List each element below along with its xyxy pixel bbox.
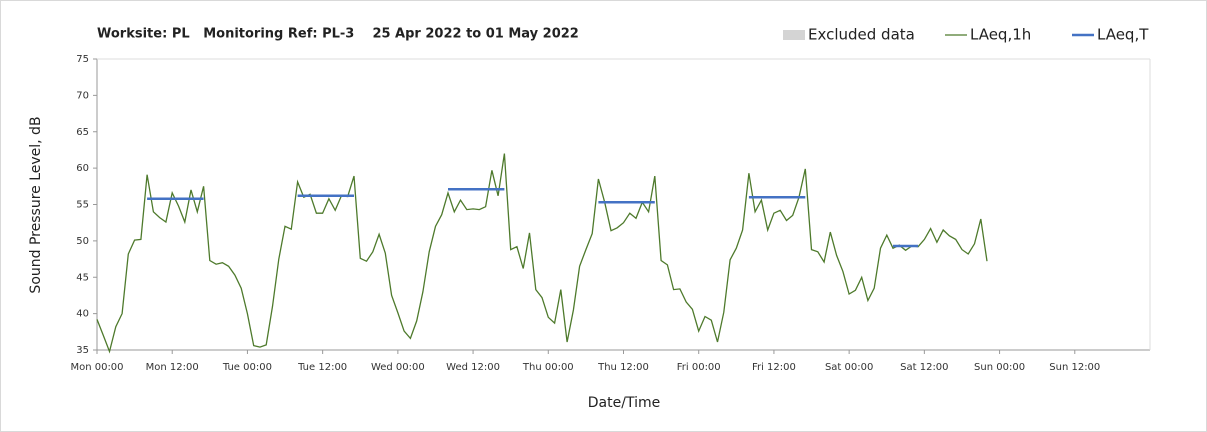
- x-axis-label: Date/Time: [588, 395, 660, 411]
- x-tick-label: Mon 00:00: [70, 362, 123, 373]
- y-tick-label: 70: [76, 90, 89, 101]
- legend-label: Excluded data: [808, 26, 915, 44]
- y-tick-label: 35: [76, 345, 89, 356]
- series-line: [96, 153, 988, 354]
- x-tick-label: Sun 12:00: [1049, 362, 1100, 373]
- y-tick-label: 50: [76, 236, 89, 247]
- x-tick-label: Wed 00:00: [371, 362, 425, 373]
- legend-label: LAeq,1h: [970, 26, 1031, 44]
- x-tick-label: Sat 12:00: [900, 362, 948, 373]
- y-tick-label: 55: [76, 200, 89, 211]
- y-axis-label: Sound Pressure Level, dB: [28, 116, 44, 293]
- legend-swatch: [783, 30, 805, 40]
- x-tick-label: Mon 12:00: [146, 362, 199, 373]
- x-tick-label: Wed 12:00: [446, 362, 500, 373]
- y-tick-label: 75: [76, 54, 89, 65]
- x-tick-label: Thu 00:00: [522, 362, 574, 373]
- x-tick-label: Fri 00:00: [677, 362, 721, 373]
- legend-label: LAeq,T: [1097, 26, 1149, 44]
- chart-title: Worksite: PL Monitoring Ref: PL-3 25 Apr…: [97, 27, 579, 42]
- x-tick-label: Fri 12:00: [752, 362, 796, 373]
- x-tick-label: Sat 00:00: [825, 362, 873, 373]
- x-tick-label: Tue 12:00: [297, 362, 347, 373]
- y-tick-label: 40: [76, 309, 89, 320]
- x-tick-label: Thu 12:00: [597, 362, 649, 373]
- series-line: [147, 187, 919, 248]
- x-tick-label: Sun 00:00: [974, 362, 1025, 373]
- y-tick-label: 45: [76, 272, 89, 283]
- y-tick-label: 65: [76, 127, 89, 138]
- y-tick-label: 60: [76, 163, 89, 174]
- x-tick-label: Tue 00:00: [222, 362, 272, 373]
